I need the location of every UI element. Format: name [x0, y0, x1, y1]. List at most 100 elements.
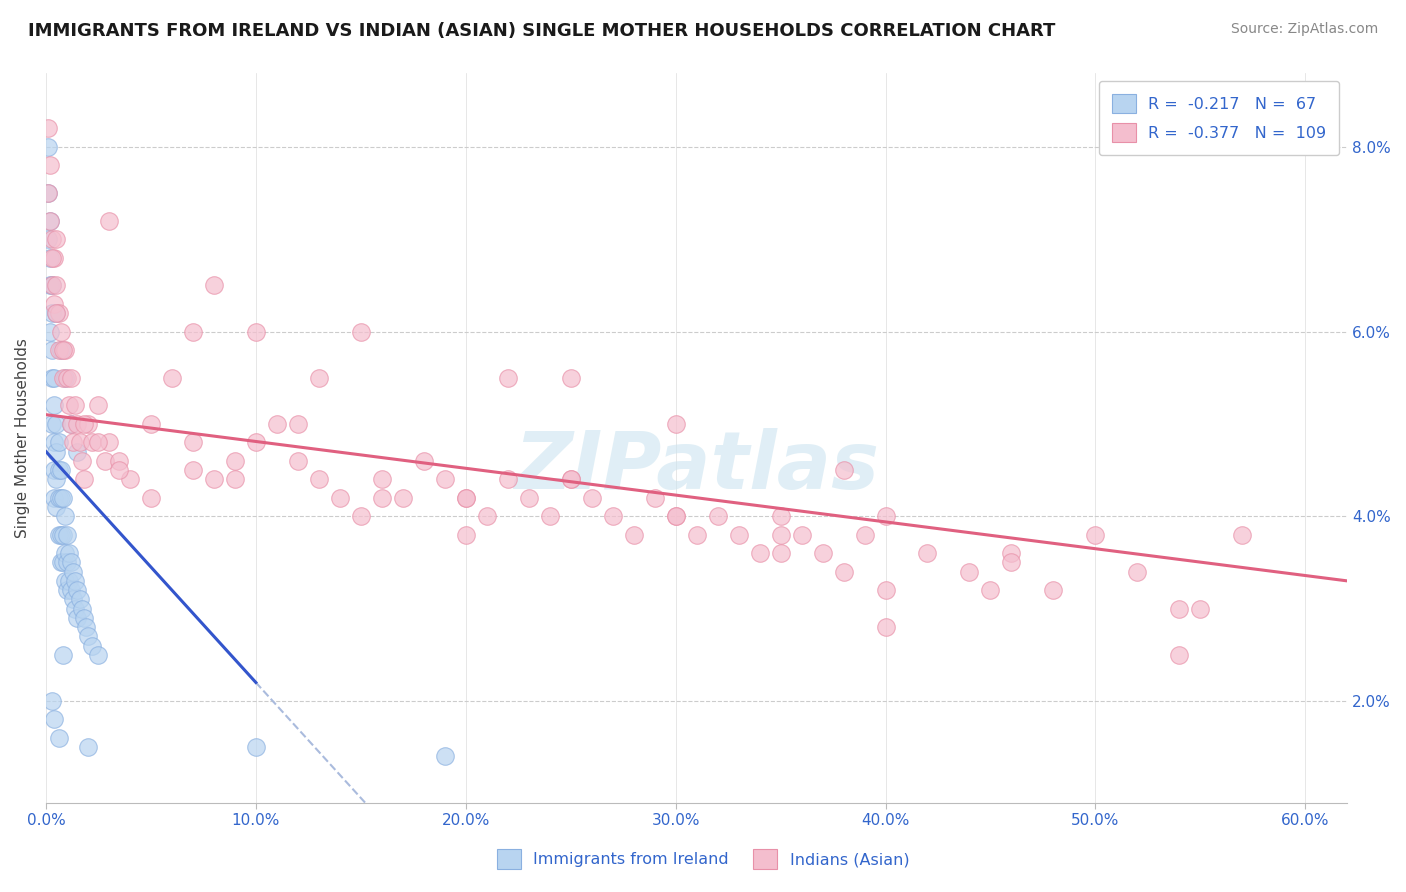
Point — [52, 648, 75, 662]
Point — [118, 472, 141, 486]
Point — [52, 491, 75, 505]
Point — [87, 435, 110, 450]
Point — [308, 370, 330, 384]
Point — [832, 565, 855, 579]
Point — [65, 574, 87, 588]
Point — [41, 343, 63, 357]
Point — [44, 251, 66, 265]
Point — [1042, 583, 1064, 598]
Point — [769, 509, 792, 524]
Point — [49, 463, 72, 477]
Point — [65, 399, 87, 413]
Point — [45, 417, 67, 431]
Point — [39, 278, 62, 293]
Point — [581, 491, 603, 505]
Point — [433, 749, 456, 764]
Point — [77, 417, 100, 431]
Point — [52, 343, 75, 357]
Point — [41, 694, 63, 708]
Point — [60, 417, 83, 431]
Point — [45, 472, 67, 486]
Point — [769, 546, 792, 560]
Point — [41, 251, 63, 265]
Text: ZIPatlas: ZIPatlas — [515, 428, 879, 506]
Point — [45, 306, 67, 320]
Point — [97, 213, 120, 227]
Point — [44, 399, 66, 413]
Point — [959, 565, 981, 579]
Point — [1189, 601, 1212, 615]
Point — [224, 454, 246, 468]
Point — [69, 435, 91, 450]
Point — [496, 472, 519, 486]
Point — [58, 574, 80, 588]
Point — [41, 306, 63, 320]
Point — [875, 620, 897, 634]
Point — [53, 574, 76, 588]
Point — [37, 232, 59, 246]
Point — [44, 435, 66, 450]
Point — [56, 370, 79, 384]
Point — [706, 509, 728, 524]
Point — [875, 583, 897, 598]
Legend: Immigrants from Ireland, Indians (Asian): Immigrants from Ireland, Indians (Asian) — [491, 843, 915, 875]
Point — [53, 509, 76, 524]
Point — [308, 472, 330, 486]
Point — [65, 601, 87, 615]
Point — [39, 251, 62, 265]
Point — [224, 472, 246, 486]
Point — [37, 186, 59, 200]
Point — [538, 509, 561, 524]
Point — [93, 454, 115, 468]
Point — [77, 629, 100, 643]
Point — [475, 509, 498, 524]
Point — [52, 556, 75, 570]
Point — [52, 370, 75, 384]
Point — [60, 556, 83, 570]
Point — [48, 491, 70, 505]
Point — [45, 444, 67, 458]
Point — [665, 509, 688, 524]
Point — [160, 370, 183, 384]
Point — [60, 583, 83, 598]
Point — [58, 546, 80, 560]
Point — [82, 639, 104, 653]
Point — [66, 417, 89, 431]
Point — [37, 186, 59, 200]
Point — [52, 527, 75, 541]
Point — [49, 343, 72, 357]
Point — [181, 463, 204, 477]
Point — [87, 399, 110, 413]
Point — [48, 527, 70, 541]
Point — [811, 546, 834, 560]
Point — [44, 297, 66, 311]
Point — [245, 435, 267, 450]
Point — [245, 325, 267, 339]
Point — [77, 740, 100, 755]
Point — [49, 325, 72, 339]
Point — [45, 278, 67, 293]
Point — [748, 546, 770, 560]
Point — [41, 370, 63, 384]
Point — [56, 583, 79, 598]
Point — [685, 527, 707, 541]
Point — [1000, 556, 1022, 570]
Text: IMMIGRANTS FROM IRELAND VS INDIAN (ASIAN) SINGLE MOTHER HOUSEHOLDS CORRELATION C: IMMIGRANTS FROM IRELAND VS INDIAN (ASIAN… — [28, 22, 1056, 40]
Point — [62, 435, 84, 450]
Point — [1168, 601, 1191, 615]
Point — [517, 491, 540, 505]
Point — [917, 546, 939, 560]
Point — [454, 491, 477, 505]
Point — [58, 399, 80, 413]
Point — [66, 444, 89, 458]
Point — [73, 611, 96, 625]
Point — [245, 740, 267, 755]
Point — [202, 278, 225, 293]
Point — [41, 417, 63, 431]
Point — [39, 325, 62, 339]
Point — [66, 583, 89, 598]
Point — [623, 527, 645, 541]
Point — [769, 527, 792, 541]
Point — [70, 601, 93, 615]
Point — [350, 509, 373, 524]
